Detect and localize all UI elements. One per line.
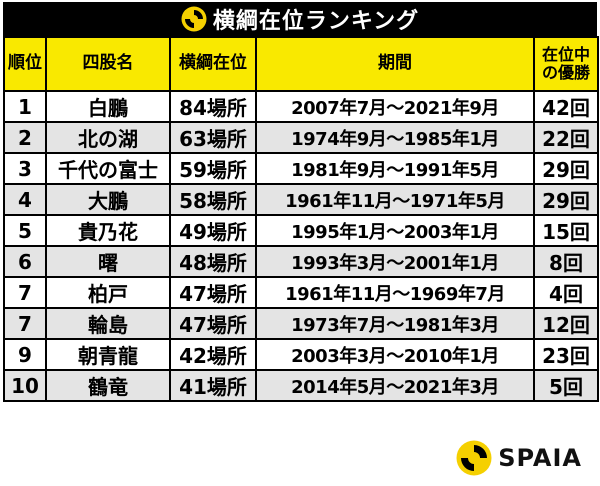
cell-tenure: 47場所 xyxy=(169,307,257,340)
cell-tenure: 41場所 xyxy=(169,369,257,402)
cell-period: 1961年11月～1969年7月 xyxy=(255,276,535,309)
cell-tenure: 47場所 xyxy=(169,276,257,309)
table-row: 9 朝青龍 42場所 2003年3月～2010年1月 23回 xyxy=(3,338,599,371)
cell-tenure: 59場所 xyxy=(169,152,257,185)
table-header-row: 順位 四股名 横綱在位 期間 在位中 の優勝 xyxy=(3,36,599,92)
header-wins-line2: の優勝 xyxy=(541,63,590,82)
table-row: 2 北の湖 63場所 1974年9月～1985年1月 22回 xyxy=(3,121,599,154)
cell-period: 1974年9月～1985年1月 xyxy=(255,121,535,154)
title-bar: 横綱在位ランキング xyxy=(3,2,597,36)
cell-rank: 5 xyxy=(3,214,47,247)
cell-name: 千代の富士 xyxy=(45,152,171,185)
page-title: 横綱在位ランキング xyxy=(212,9,420,34)
cell-tenure: 49場所 xyxy=(169,214,257,247)
cell-wins: 29回 xyxy=(533,152,599,185)
cell-rank: 1 xyxy=(3,90,47,123)
cell-rank: 9 xyxy=(3,338,47,371)
table-row: 5 貴乃花 49場所 1995年1月～2003年1月 15回 xyxy=(3,214,599,247)
cell-wins: 8回 xyxy=(533,245,599,278)
spaia-logo-icon xyxy=(456,440,492,476)
cell-tenure: 42場所 xyxy=(169,338,257,371)
table-row: 6 曙 48場所 1993年3月～2001年1月 8回 xyxy=(3,245,599,278)
header-tenure: 横綱在位 xyxy=(169,36,257,92)
cell-tenure: 48場所 xyxy=(169,245,257,278)
cell-name: 貴乃花 xyxy=(45,214,171,247)
cell-rank: 7 xyxy=(3,276,47,309)
header-wins-line1: 在位中 xyxy=(541,44,590,64)
cell-period: 2003年3月～2010年1月 xyxy=(255,338,535,371)
ranking-table: 順位 四股名 横綱在位 期間 在位中 の優勝 1 白鵬 84場所 2007年7月… xyxy=(3,36,599,402)
table-row: 3 千代の富士 59場所 1981年9月～1991年5月 29回 xyxy=(3,152,599,185)
cell-rank: 3 xyxy=(3,152,47,185)
cell-name: 朝青龍 xyxy=(45,338,171,371)
cell-period: 1981年9月～1991年5月 xyxy=(255,152,535,185)
header-wins: 在位中 の優勝 xyxy=(533,36,599,92)
brand-logo: SPAIA xyxy=(456,440,582,476)
table-row: 7 輪島 47場所 1973年7月～1981年3月 12回 xyxy=(3,307,599,340)
cell-rank: 2 xyxy=(3,121,47,154)
cell-tenure: 63場所 xyxy=(169,121,257,154)
cell-period: 1995年1月～2003年1月 xyxy=(255,214,535,247)
cell-tenure: 58場所 xyxy=(169,183,257,216)
header-name: 四股名 xyxy=(45,36,171,92)
cell-name: 曙 xyxy=(45,245,171,278)
cell-name: 白鵬 xyxy=(45,90,171,123)
cell-period: 2014年5月～2021年3月 xyxy=(255,369,535,402)
cell-wins: 22回 xyxy=(533,121,599,154)
cell-period: 1961年11月～1971年5月 xyxy=(255,183,535,216)
cell-rank: 7 xyxy=(3,307,47,340)
table-row: 1 白鵬 84場所 2007年7月～2021年9月 42回 xyxy=(3,90,599,123)
header-rank: 順位 xyxy=(3,36,47,92)
cell-rank: 4 xyxy=(3,183,47,216)
cell-wins: 42回 xyxy=(533,90,599,123)
table-row: 10 鶴竜 41場所 2014年5月～2021年3月 5回 xyxy=(3,369,599,402)
brand-name: SPAIA xyxy=(498,444,582,472)
cell-wins: 23回 xyxy=(533,338,599,371)
cell-name: 大鵬 xyxy=(45,183,171,216)
cell-wins: 4回 xyxy=(533,276,599,309)
cell-tenure: 84場所 xyxy=(169,90,257,123)
cell-rank: 6 xyxy=(3,245,47,278)
table-row: 7 柏戸 47場所 1961年11月～1969年7月 4回 xyxy=(3,276,599,309)
spaia-logo-icon xyxy=(181,6,207,32)
cell-name: 輪島 xyxy=(45,307,171,340)
cell-name: 北の湖 xyxy=(45,121,171,154)
cell-wins: 29回 xyxy=(533,183,599,216)
cell-wins: 15回 xyxy=(533,214,599,247)
cell-rank: 10 xyxy=(3,369,47,402)
cell-period: 2007年7月～2021年9月 xyxy=(255,90,535,123)
cell-wins: 12回 xyxy=(533,307,599,340)
header-period: 期間 xyxy=(255,36,535,92)
cell-wins: 5回 xyxy=(533,369,599,402)
cell-name: 鶴竜 xyxy=(45,369,171,402)
cell-period: 1993年3月～2001年1月 xyxy=(255,245,535,278)
table-row: 4 大鵬 58場所 1961年11月～1971年5月 29回 xyxy=(3,183,599,216)
cell-period: 1973年7月～1981年3月 xyxy=(255,307,535,340)
cell-name: 柏戸 xyxy=(45,276,171,309)
